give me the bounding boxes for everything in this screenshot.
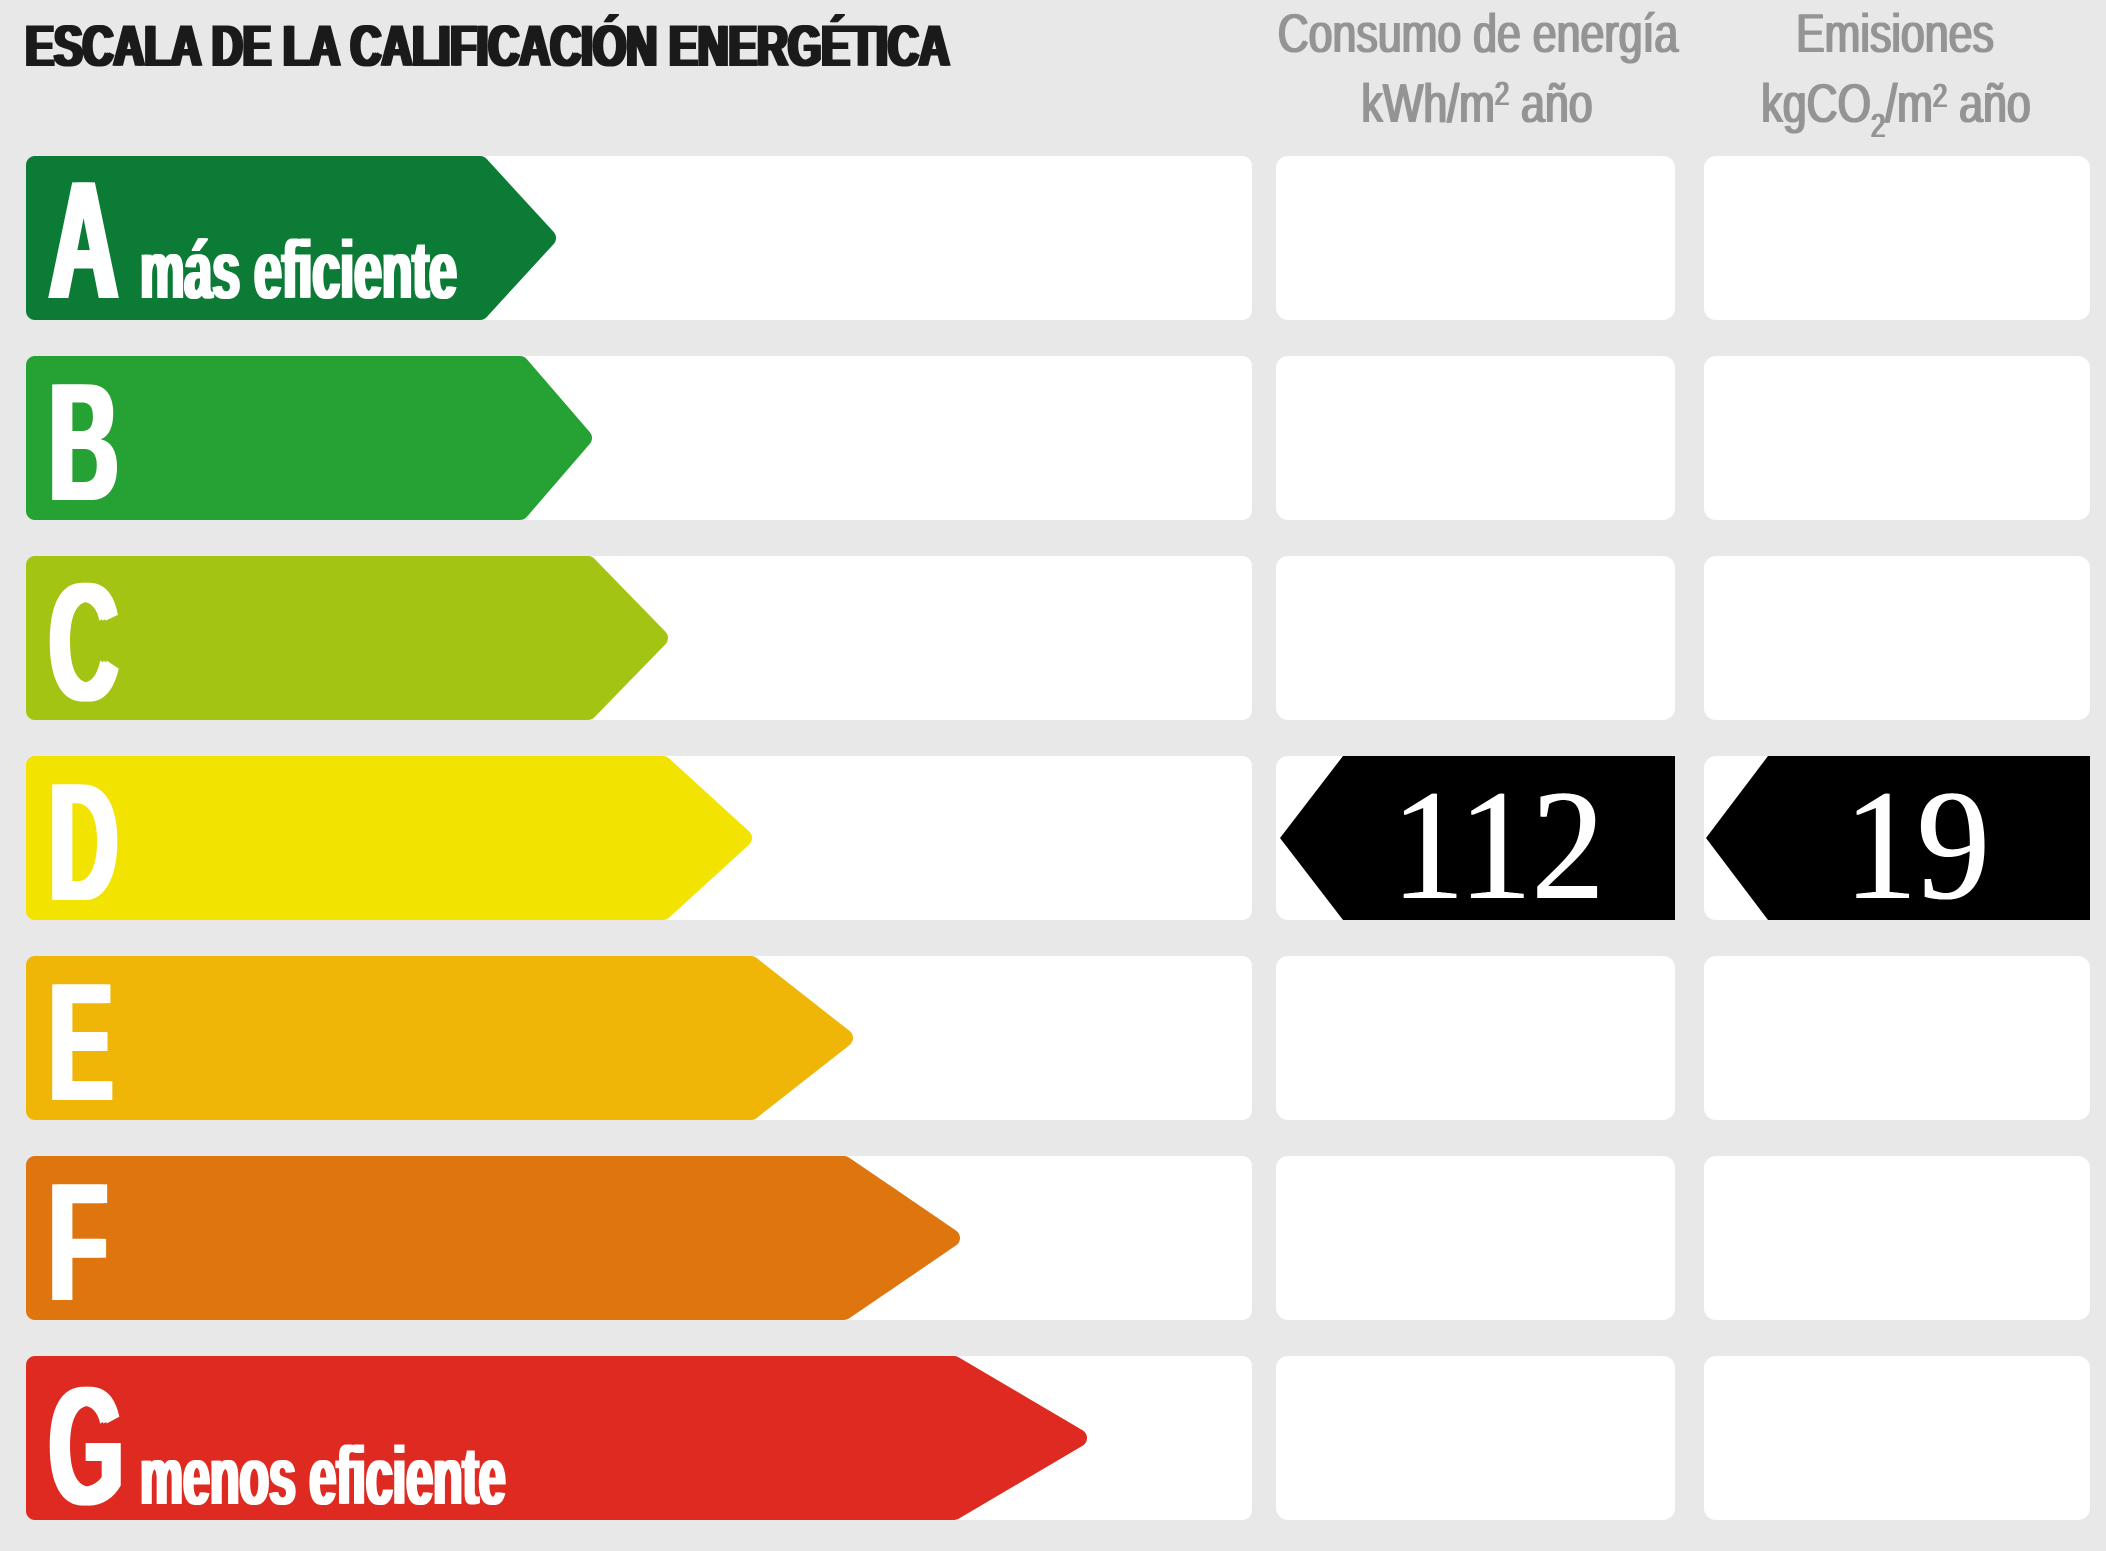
svg-text:19: 19 bbox=[1844, 757, 1989, 932]
svg-text:más eficiente: más eficiente bbox=[140, 226, 457, 317]
svg-text:F: F bbox=[46, 1148, 104, 1336]
svg-text:B: B bbox=[49, 348, 118, 536]
svg-text:Consumo de energía: Consumo de energía bbox=[1279, 3, 1680, 64]
svg-text:112: 112 bbox=[1391, 757, 1604, 932]
svg-text:ESCALA DE LA CALIFICACIÓN ENER: ESCALA DE LA CALIFICACIÓN ENERGÉTICA bbox=[28, 14, 952, 79]
svg-text:A: A bbox=[52, 146, 121, 334]
svg-text:D: D bbox=[49, 748, 118, 936]
svg-text:ESCALA DE LA CALIFICACIÓN ENER: ESCALA DE LA CALIFICACIÓN ENERGÉTICA bbox=[23, 14, 947, 79]
svg-text:G: G bbox=[52, 1352, 126, 1540]
svg-text:G: G bbox=[49, 1352, 123, 1540]
svg-text:112: 112 bbox=[1392, 757, 1605, 932]
svg-text:B: B bbox=[52, 348, 121, 536]
svg-text:ESCALA DE LA CALIFICACIÓN ENER: ESCALA DE LA CALIFICACIÓN ENERGÉTICA bbox=[26, 14, 950, 79]
svg-text:D: D bbox=[52, 748, 121, 936]
svg-text:F: F bbox=[52, 1148, 110, 1336]
svg-text:C: C bbox=[49, 548, 118, 736]
svg-text:Consumo de energía: Consumo de energía bbox=[1278, 3, 1679, 64]
svg-text:Emisiones: Emisiones bbox=[1797, 3, 1995, 64]
svg-text:19: 19 bbox=[1845, 757, 1990, 932]
svg-text:Emisiones: Emisiones bbox=[1796, 3, 1994, 64]
svg-text:menos eficiente: menos eficiente bbox=[140, 1431, 506, 1522]
svg-text:kgCO2/m2 año: kgCO2/m2 año bbox=[1760, 73, 2029, 145]
svg-text:menos eficiente: menos eficiente bbox=[142, 1431, 508, 1522]
svg-text:A: A bbox=[49, 146, 118, 334]
svg-text:E: E bbox=[49, 948, 113, 1136]
svg-text:Consumo de energía: Consumo de energía bbox=[1277, 3, 1678, 64]
svg-text:más eficiente: más eficiente bbox=[138, 226, 455, 317]
svg-text:E: E bbox=[52, 948, 116, 1136]
svg-text:kWh/m2 año: kWh/m2 año bbox=[1361, 73, 1592, 134]
svg-text:menos eficiente: menos eficiente bbox=[138, 1431, 504, 1522]
svg-text:112: 112 bbox=[1392, 757, 1605, 932]
svg-text:kgCO2/m2 año: kgCO2/m2 año bbox=[1761, 73, 2030, 145]
svg-text:19: 19 bbox=[1844, 757, 1989, 932]
svg-text:F: F bbox=[49, 1148, 107, 1336]
svg-text:C: C bbox=[52, 548, 121, 736]
svg-text:kgCO2/m2 año: kgCO2/m2 año bbox=[1762, 73, 2031, 145]
svg-text:B: B bbox=[46, 348, 115, 536]
svg-text:más eficiente: más eficiente bbox=[142, 226, 459, 317]
svg-text:C: C bbox=[46, 548, 115, 736]
svg-text:kWh/m2 año: kWh/m2 año bbox=[1362, 73, 1593, 134]
svg-text:Emisiones: Emisiones bbox=[1795, 3, 1993, 64]
svg-text:E: E bbox=[46, 948, 110, 1136]
svg-text:A: A bbox=[46, 146, 115, 334]
svg-text:kWh/m2 año: kWh/m2 año bbox=[1360, 73, 1591, 134]
svg-text:G: G bbox=[46, 1352, 120, 1540]
svg-text:D: D bbox=[46, 748, 115, 936]
